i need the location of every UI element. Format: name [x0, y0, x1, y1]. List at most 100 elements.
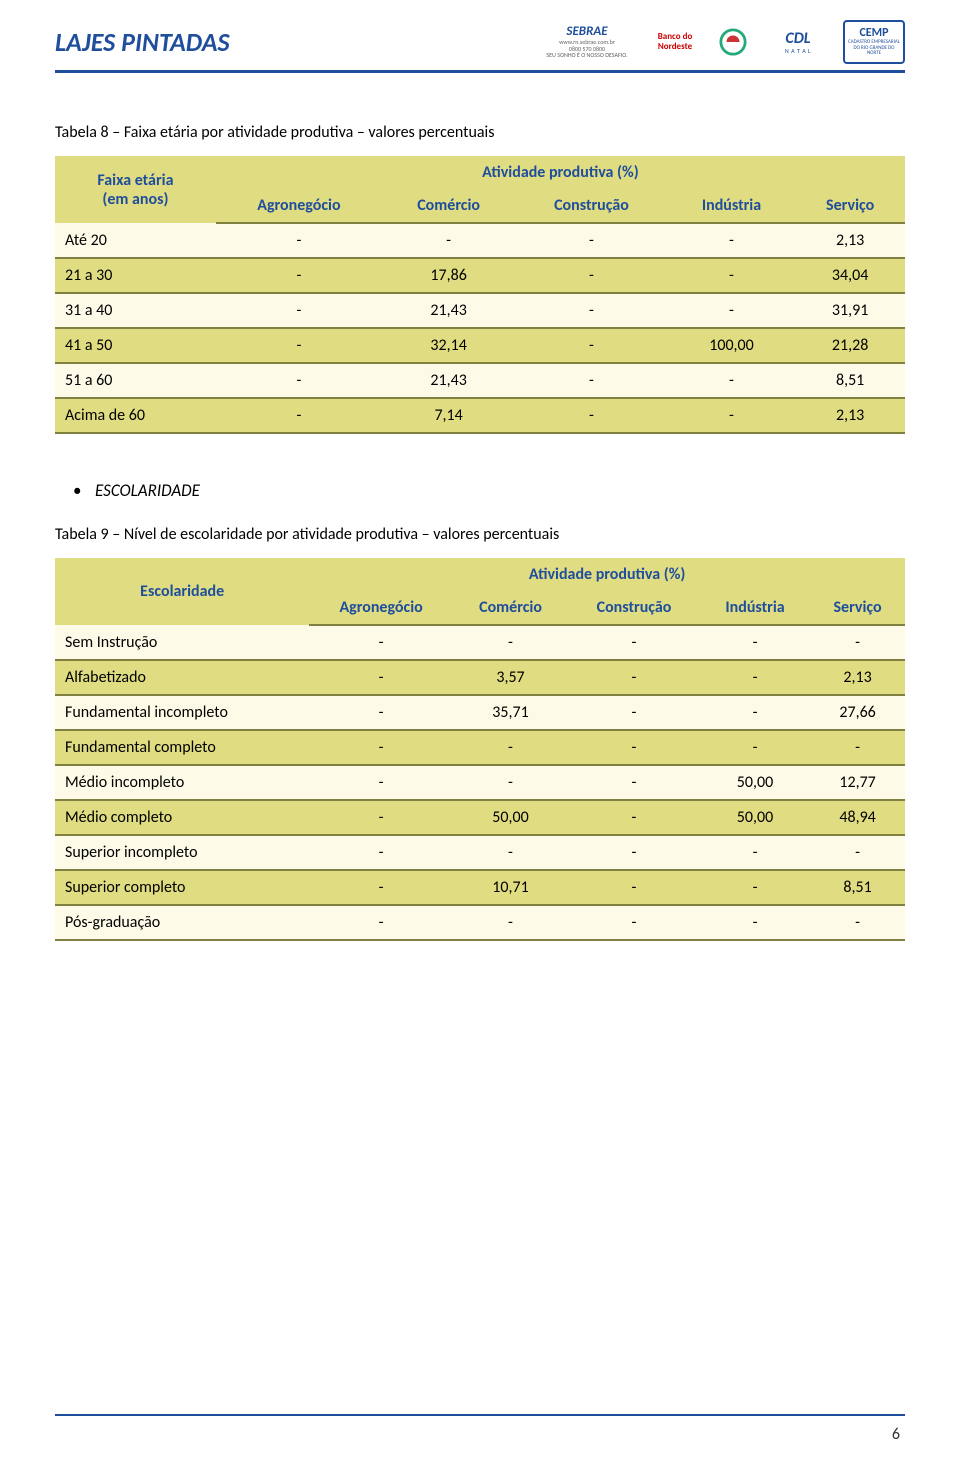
- cell: 48,94: [810, 800, 905, 835]
- cell: -: [668, 223, 796, 258]
- table8: Faixa etária (em anos) Atividade produti…: [55, 156, 905, 434]
- table-row: Sem Instrução-----: [55, 625, 905, 660]
- cell: 8,51: [810, 870, 905, 905]
- cell: 12,77: [810, 765, 905, 800]
- table9-spanning-header: Atividade produtiva (%): [309, 558, 905, 591]
- column-header: Comércio: [382, 189, 515, 223]
- cell: 21,43: [382, 363, 515, 398]
- table8-wrap: Tabela 8 – Faixa etária por atividade pr…: [55, 123, 905, 434]
- table-row: Superior incompleto-----: [55, 835, 905, 870]
- cell: -: [453, 625, 568, 660]
- page-number: 6: [892, 1425, 900, 1444]
- cell: -: [453, 905, 568, 940]
- table9-rowheader: Escolaridade: [55, 558, 309, 625]
- cell: 31,91: [795, 293, 905, 328]
- table9: Escolaridade Atividade produtiva (%) Agr…: [55, 558, 905, 941]
- row-label: Superior completo: [55, 870, 309, 905]
- table-row: Superior completo-10,71--8,51: [55, 870, 905, 905]
- row-label: Acima de 60: [55, 398, 216, 433]
- row-label: Fundamental incompleto: [55, 695, 309, 730]
- column-header: Serviço: [795, 189, 905, 223]
- logo-strip: SEBRAE www.rn.sebrae.com.br 0800 570 080…: [270, 20, 905, 64]
- table-row: Fundamental incompleto-35,71--27,66: [55, 695, 905, 730]
- cell: -: [216, 258, 382, 293]
- cell: -: [216, 223, 382, 258]
- cell: -: [700, 905, 810, 940]
- cell: -: [810, 905, 905, 940]
- cell: -: [700, 870, 810, 905]
- table8-caption: Tabela 8 – Faixa etária por atividade pr…: [55, 123, 905, 142]
- column-header: Indústria: [700, 591, 810, 625]
- cdl-logo: CDL N A T A L: [763, 20, 833, 64]
- cell: -: [216, 293, 382, 328]
- cell: 8,51: [795, 363, 905, 398]
- column-header: Construção: [515, 189, 667, 223]
- cell: -: [453, 730, 568, 765]
- table9-wrap: Tabela 9 – Nível de escolaridade por ati…: [55, 525, 905, 941]
- cell: 21,43: [382, 293, 515, 328]
- cell: 17,86: [382, 258, 515, 293]
- cell: -: [668, 258, 796, 293]
- cell: -: [700, 660, 810, 695]
- cell: -: [216, 328, 382, 363]
- cell: 50,00: [700, 765, 810, 800]
- cell: -: [700, 695, 810, 730]
- cell: -: [568, 835, 700, 870]
- cell: -: [515, 398, 667, 433]
- row-label: 21 a 30: [55, 258, 216, 293]
- cell: -: [309, 660, 453, 695]
- cell: -: [515, 293, 667, 328]
- column-header: Comércio: [453, 591, 568, 625]
- cell: -: [453, 835, 568, 870]
- table-row: Pós-graduação-----: [55, 905, 905, 940]
- cell: -: [700, 835, 810, 870]
- cell: 2,13: [810, 660, 905, 695]
- cell: -: [568, 905, 700, 940]
- table-row: Até 20----2,13: [55, 223, 905, 258]
- table-row: 31 a 40-21,43--31,91: [55, 293, 905, 328]
- row-label: Médio completo: [55, 800, 309, 835]
- cell: -: [309, 835, 453, 870]
- row-label: Médio incompleto: [55, 765, 309, 800]
- table-row: Alfabetizado-3,57--2,13: [55, 660, 905, 695]
- cell: -: [568, 870, 700, 905]
- cell: -: [668, 293, 796, 328]
- cell: 7,14: [382, 398, 515, 433]
- cell: -: [216, 398, 382, 433]
- table-row: 51 a 60-21,43--8,51: [55, 363, 905, 398]
- footer-rule: [55, 1414, 905, 1416]
- cell: 2,13: [795, 223, 905, 258]
- cell: -: [568, 765, 700, 800]
- cell: -: [309, 905, 453, 940]
- cell: -: [810, 835, 905, 870]
- section-escolaridade: ESCOLARIDADE: [95, 480, 905, 501]
- page-title: LAJES PINTADAS: [55, 26, 230, 58]
- row-label: Pós-graduação: [55, 905, 309, 940]
- table9-caption: Tabela 9 – Nível de escolaridade por ati…: [55, 525, 905, 544]
- column-header: Agronegócio: [309, 591, 453, 625]
- cell: -: [309, 765, 453, 800]
- cell: -: [309, 870, 453, 905]
- cell: -: [309, 800, 453, 835]
- banco-nordeste-logo: Banco do Nordeste: [647, 20, 703, 64]
- cell: -: [568, 660, 700, 695]
- row-label: Até 20: [55, 223, 216, 258]
- row-label: Alfabetizado: [55, 660, 309, 695]
- cell: -: [568, 625, 700, 660]
- cell: -: [810, 730, 905, 765]
- table-row: Fundamental completo-----: [55, 730, 905, 765]
- table8-spanning-header: Atividade produtiva (%): [216, 156, 905, 189]
- column-header: Agronegócio: [216, 189, 382, 223]
- page-header: LAJES PINTADAS SEBRAE www.rn.sebrae.com.…: [55, 20, 905, 73]
- cell: -: [309, 730, 453, 765]
- cell: -: [309, 625, 453, 660]
- table-row: Médio completo-50,00-50,0048,94: [55, 800, 905, 835]
- table-row: Acima de 60-7,14--2,13: [55, 398, 905, 433]
- cell: -: [810, 625, 905, 660]
- cemp-logo: CEMP CADASTRO EMPRESARIAL DO RIO GRANDE …: [843, 20, 905, 64]
- row-label: 51 a 60: [55, 363, 216, 398]
- cell: -: [309, 695, 453, 730]
- cell: -: [568, 730, 700, 765]
- row-label: 41 a 50: [55, 328, 216, 363]
- cell: 32,14: [382, 328, 515, 363]
